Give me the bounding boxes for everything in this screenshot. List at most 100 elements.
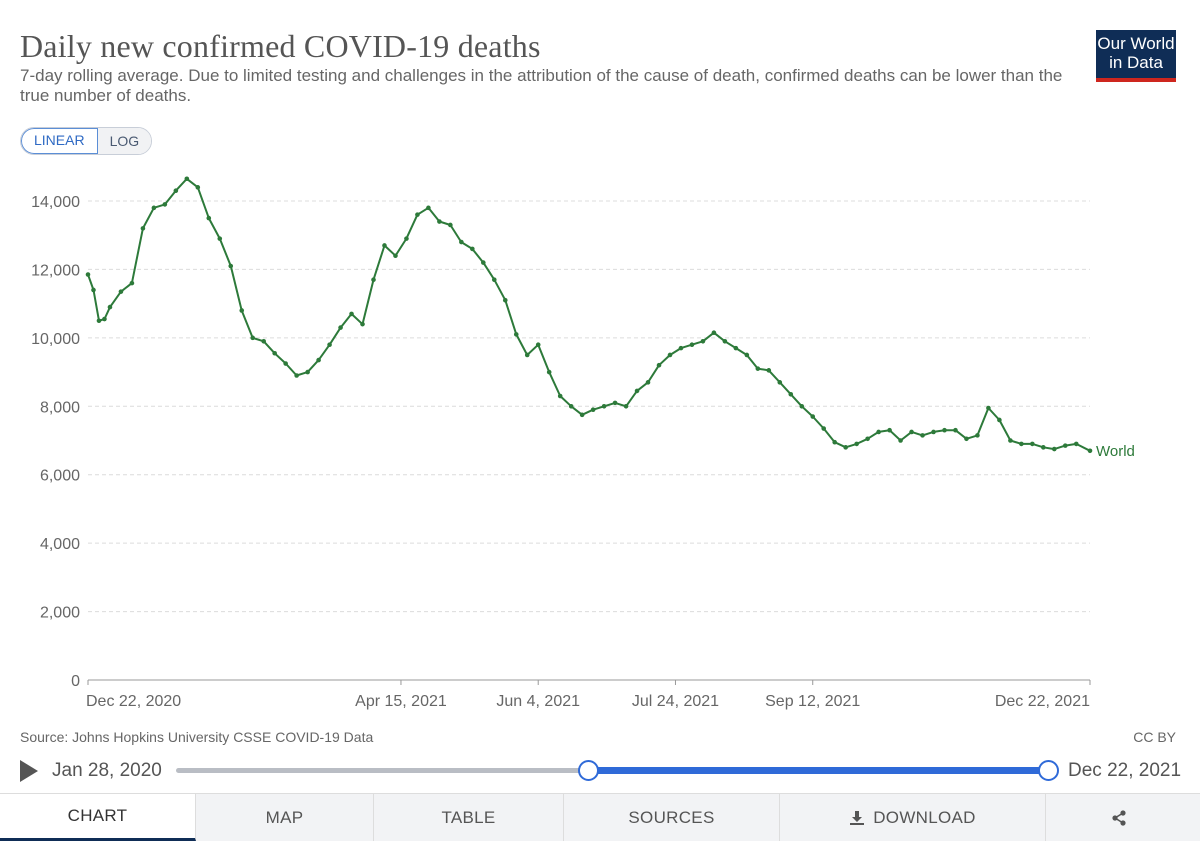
x-tick-label: Apr 15, 2021 xyxy=(355,693,447,710)
data-point xyxy=(206,215,212,221)
x-tick-label: Dec 22, 2020 xyxy=(86,693,181,710)
y-tick-label: 12,000 xyxy=(31,262,80,279)
data-point xyxy=(294,373,299,378)
license-link[interactable]: CC BY xyxy=(1133,729,1176,745)
data-point xyxy=(843,445,848,450)
tab-download-label: DOWNLOAD xyxy=(873,807,976,827)
y-tick-label: 10,000 xyxy=(31,331,80,348)
data-point xyxy=(459,239,464,245)
data-point xyxy=(481,260,486,265)
data-point xyxy=(1087,448,1093,454)
tab-table[interactable]: TABLE xyxy=(374,794,564,841)
data-point xyxy=(766,368,772,373)
data-point xyxy=(151,205,157,211)
share-icon xyxy=(1112,809,1126,826)
data-point xyxy=(590,407,596,413)
download-icon xyxy=(850,810,865,825)
data-point xyxy=(876,429,881,435)
data-point xyxy=(261,338,266,344)
data-point xyxy=(601,403,607,409)
data-point xyxy=(118,289,124,294)
data-point xyxy=(711,330,717,336)
data-point xyxy=(931,429,936,435)
y-tick-label: 14,000 xyxy=(31,194,80,211)
data-point xyxy=(382,243,387,248)
data-point xyxy=(777,380,783,385)
data-point xyxy=(327,342,332,348)
timeline-end-label: Dec 22, 2021 xyxy=(1068,760,1182,781)
data-point xyxy=(404,236,409,241)
data-point xyxy=(96,318,102,324)
data-point xyxy=(689,342,695,348)
timeline-start-handle[interactable] xyxy=(578,760,600,781)
chart-title: Daily new confirmed COVID-19 deaths xyxy=(20,28,541,64)
data-point xyxy=(722,338,728,344)
data-point xyxy=(1062,443,1068,448)
data-point xyxy=(810,414,816,419)
data-point xyxy=(865,436,870,442)
data-point xyxy=(953,427,958,433)
data-point xyxy=(579,412,585,418)
data-point xyxy=(535,342,541,348)
data-point xyxy=(502,297,508,303)
data-point xyxy=(744,352,750,358)
data-point xyxy=(283,361,288,366)
x-tick-label: Jun 4, 2021 xyxy=(496,693,580,710)
linear-scale-button[interactable]: LINEAR xyxy=(21,128,98,154)
tab-download[interactable]: DOWNLOAD xyxy=(780,794,1046,841)
data-point xyxy=(568,403,574,409)
data-point xyxy=(997,417,1002,423)
data-point xyxy=(1030,441,1035,447)
data-point xyxy=(217,236,223,241)
data-point xyxy=(102,316,107,322)
data-point xyxy=(173,188,179,194)
timeline-end-handle[interactable] xyxy=(1038,760,1059,781)
series-label-world: World xyxy=(1096,443,1135,460)
logo-line-1: Our World xyxy=(1097,34,1175,53)
data-point xyxy=(491,277,497,282)
chart-subtitle: 7-day rolling average. Due to limited te… xyxy=(20,66,1063,105)
source-note[interactable]: Source: Johns Hopkins University CSSE CO… xyxy=(20,729,374,745)
data-point xyxy=(733,345,739,351)
tab-share[interactable] xyxy=(1046,794,1200,841)
data-point xyxy=(448,222,453,228)
data-point xyxy=(85,272,91,277)
data-point xyxy=(975,433,980,438)
y-tick-label: 4,000 xyxy=(40,536,80,553)
data-point xyxy=(898,438,903,443)
data-point xyxy=(228,263,234,269)
play-icon[interactable] xyxy=(20,760,38,782)
data-point xyxy=(634,388,640,394)
data-point xyxy=(821,426,827,431)
tab-chart[interactable]: CHART xyxy=(0,794,196,841)
log-scale-button[interactable]: LOG xyxy=(97,128,152,154)
axis-layer: 0 2,000 4,000 6,000 8,000 10,000 12,000 14,000 D… xyxy=(31,194,1091,710)
data-point xyxy=(393,253,398,259)
y-tick-label: 6,000 xyxy=(40,468,80,485)
owid-logo[interactable]: Our World in Data xyxy=(1096,30,1176,78)
data-point xyxy=(513,332,519,337)
data-point xyxy=(338,325,343,330)
data-point xyxy=(91,287,96,293)
data-point xyxy=(612,400,618,406)
x-tick-label: Dec 22, 2021 xyxy=(995,693,1090,710)
series-line-world xyxy=(87,177,1091,452)
logo-accent-bar xyxy=(1096,78,1176,82)
tab-sources[interactable]: SOURCES xyxy=(564,794,780,841)
data-point xyxy=(986,405,991,411)
x-tick-label: Sep 12, 2021 xyxy=(765,693,860,710)
data-point xyxy=(415,212,420,217)
data-point xyxy=(788,392,794,397)
tab-map[interactable]: MAP xyxy=(196,794,374,841)
data-point xyxy=(360,321,365,327)
data-point xyxy=(371,277,376,282)
line-chart: 0 2,000 4,000 6,000 8,000 10,000 12,000 14,000 D… xyxy=(31,176,1135,710)
data-point xyxy=(1008,438,1013,443)
data-point xyxy=(349,311,354,317)
data-point xyxy=(305,369,310,375)
data-point xyxy=(942,427,947,433)
data-point xyxy=(426,205,431,211)
data-point xyxy=(250,335,256,341)
data-point xyxy=(909,429,914,435)
data-point xyxy=(239,308,245,313)
